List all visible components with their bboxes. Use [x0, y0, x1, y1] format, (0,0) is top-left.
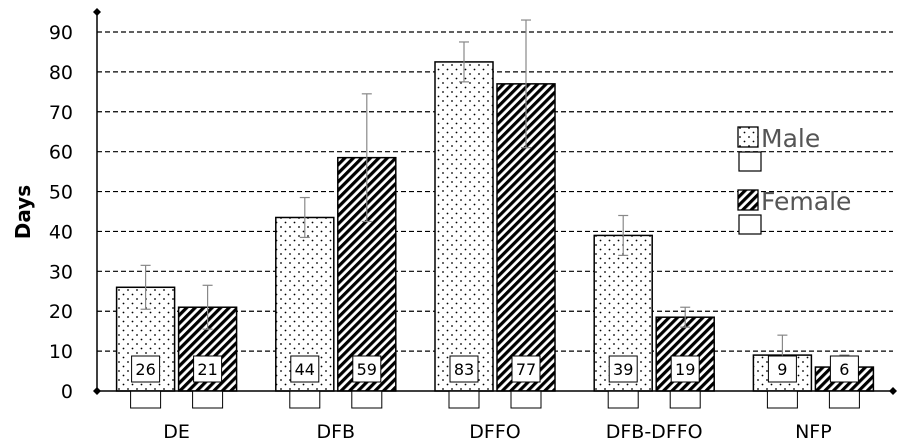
data-label-box-female-dfb — [352, 355, 382, 383]
below-axis-box-male-dfb-dffo — [607, 390, 639, 409]
legend-empty-box-female — [738, 214, 762, 235]
legend-swatch-male — [737, 126, 759, 148]
data-label-male-dfb: 44 — [295, 360, 315, 379]
error-bar-female-dfb-dffo — [680, 306, 691, 328]
data-label-female-dffo: 77 — [516, 360, 536, 379]
error-bar-male-dfb — [299, 196, 310, 239]
x-tick-label-de: DE — [163, 421, 190, 443]
data-label-male-de: 26 — [135, 360, 155, 379]
x-axis-end-marker — [889, 387, 897, 395]
data-label-box-male-de — [131, 355, 161, 383]
data-label-female-nfp: 6 — [839, 360, 849, 379]
x-tick-label-dfb: DFB — [317, 421, 356, 443]
below-axis-box-female-de — [192, 390, 224, 409]
below-axis-box-male-de — [130, 390, 162, 409]
x-tick-label-nfp: NFP — [795, 421, 832, 443]
y-tick-label-50: 50 — [49, 182, 73, 204]
legend-label-female: Female — [761, 187, 851, 216]
data-label-box-female-dffo — [511, 355, 541, 383]
below-axis-box-female-dffo — [510, 390, 542, 409]
bars: 26 21 44 59 83 77 39 19 9 6 — [115, 19, 875, 409]
error-bar-male-dffo — [459, 41, 469, 83]
y-tick-label-90: 90 — [49, 22, 73, 44]
data-label-male-dfb-dffo: 39 — [613, 360, 633, 379]
data-label-female-dfb: 59 — [357, 360, 377, 379]
data-label-male-nfp: 9 — [777, 360, 787, 379]
below-axis-box-female-dfb-dffo — [669, 390, 701, 409]
y-axis-end-marker — [93, 8, 101, 16]
below-axis-box-female-dfb — [351, 390, 383, 409]
data-label-box-male-dfb-dffo — [608, 355, 638, 383]
bar-male-dffo — [434, 61, 494, 392]
y-tick-label-80: 80 — [49, 62, 73, 84]
data-label-female-de: 21 — [197, 360, 217, 379]
x-tick-label-dfb-dffo: DFB-DFFO — [606, 421, 703, 443]
y-tick-label-20: 20 — [49, 301, 73, 323]
data-label-box-female-de — [193, 355, 223, 383]
data-label-box-male-nfp — [767, 355, 797, 383]
data-label-male-dffo: 83 — [454, 360, 474, 379]
legend-label-male: Male — [761, 124, 820, 153]
x-tick-label-dffo: DFFO — [469, 421, 520, 443]
origin-marker — [93, 387, 101, 395]
y-tick-label-40: 40 — [49, 221, 73, 243]
y-tick-label-60: 60 — [49, 142, 73, 164]
y-tick-label-30: 30 — [49, 261, 73, 283]
data-label-box-female-nfp — [829, 355, 859, 383]
y-tick-label-0: 0 — [61, 381, 73, 403]
data-label-box-female-dfb-dffo — [670, 355, 700, 383]
error-bar-male-de — [140, 264, 151, 310]
error-bar-female-dfb — [361, 93, 372, 223]
data-label-box-male-dfb — [290, 355, 320, 383]
error-bar-female-de — [202, 284, 213, 330]
below-axis-box-male-dffo — [448, 390, 480, 409]
data-label-box-male-dffo — [449, 355, 479, 383]
error-bar-male-dfb-dffo — [618, 214, 629, 256]
y-tick-label-70: 70 — [49, 102, 73, 124]
axes: 0 10 20 30 40 50 60 70 80 90 DE DFB DFFO DFB-DFFO NFP — [49, 8, 897, 443]
below-axis-box-female-nfp — [828, 390, 860, 409]
below-axis-box-male-dfb — [289, 390, 321, 409]
legend: Male Female — [737, 124, 851, 235]
y-axis-title: Days — [11, 185, 35, 239]
y-tick-label-10: 10 — [49, 341, 73, 363]
error-bar-female-dffo — [521, 19, 531, 149]
legend-empty-box-male — [738, 151, 762, 172]
legend-swatch-female — [737, 189, 759, 211]
data-label-female-dfb-dffo: 19 — [675, 360, 695, 379]
below-axis-box-male-nfp — [766, 390, 798, 409]
